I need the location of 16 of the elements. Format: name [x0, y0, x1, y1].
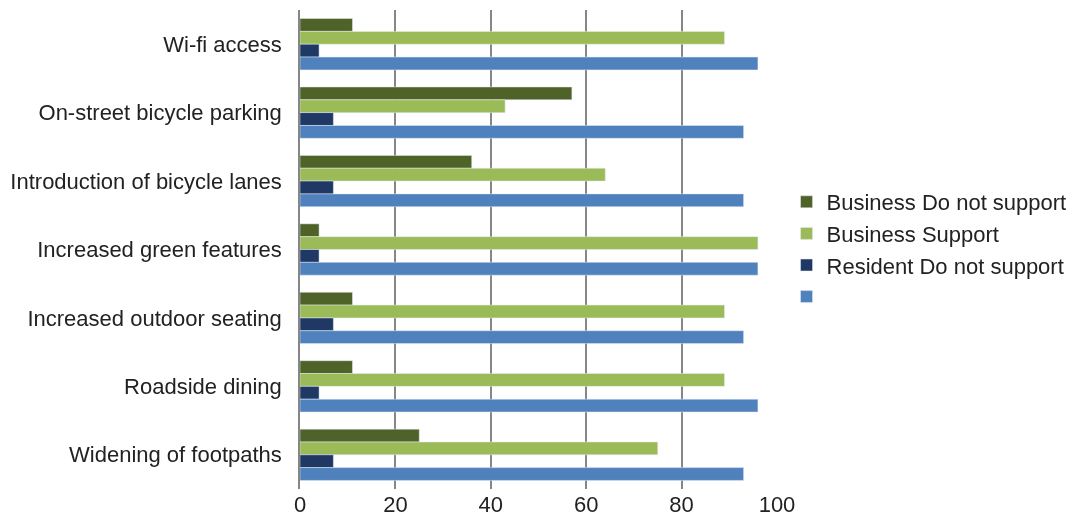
- x-tick-label: 60: [573, 492, 599, 517]
- x-tick-label: 100: [758, 492, 796, 517]
- x-tick-label: 40: [478, 492, 504, 517]
- legend-label: Resident Do not support: [826, 253, 1064, 279]
- y-tick-label: Wi-fi access: [163, 31, 282, 57]
- x-tick-label: 0: [293, 492, 307, 517]
- legend-label: Business Support: [826, 221, 999, 247]
- y-tick-label: Increased green features: [37, 237, 282, 263]
- y-tick-label: Increased outdoor seating: [27, 305, 282, 331]
- y-tick-label: Widening of footpaths: [69, 442, 282, 468]
- y-tick-label: On-street bicycle parking: [38, 100, 282, 126]
- y-tick-label: Introduction of bicycle lanes: [10, 168, 282, 194]
- x-tick-label: 80: [669, 492, 694, 517]
- legend-label: Business Do not support: [826, 190, 1067, 216]
- x-tick-label: 20: [383, 492, 408, 517]
- y-tick-label: Roadside dining: [124, 374, 282, 400]
